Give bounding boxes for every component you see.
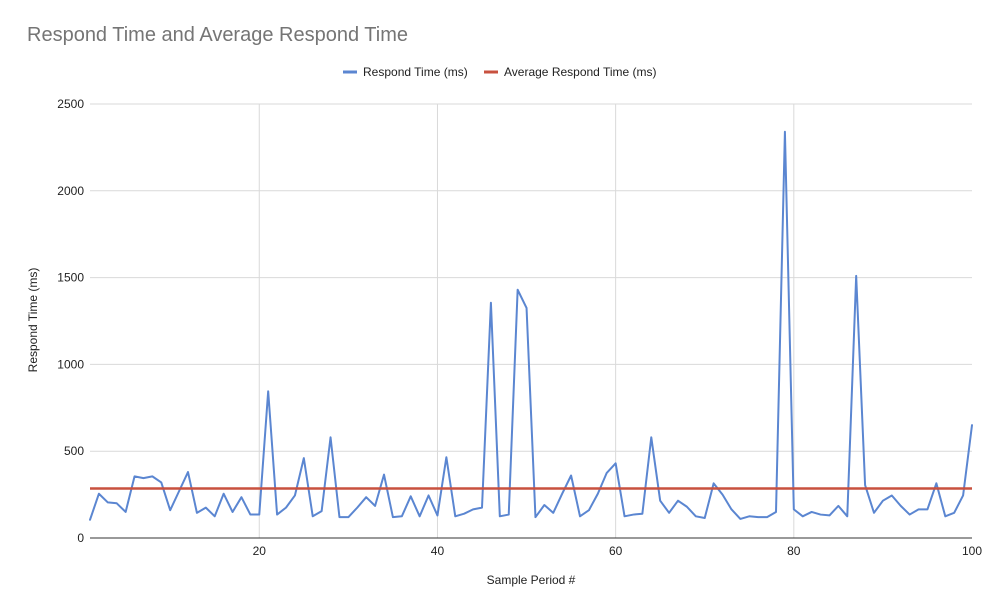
y-tick-label: 1500 [57, 271, 84, 285]
chart-title: Respond Time and Average Respond Time [27, 24, 408, 46]
y-tick-label: 1000 [57, 357, 84, 371]
legend-label-respond-time: Respond Time (ms) [363, 65, 468, 79]
series-layer [89, 130, 973, 521]
x-axis-title: Sample Period # [487, 573, 576, 587]
chart-title-group: Respond Time and Average Respond Time [27, 24, 408, 46]
y-tick-label: 500 [64, 444, 84, 458]
y-axis-title: Respond Time (ms) [26, 268, 40, 373]
y-tick-label: 2000 [57, 184, 84, 198]
legend: Respond Time (ms) Average Respond Time (… [343, 65, 657, 79]
x-tick-labels: 20 40 60 80 100 [253, 544, 983, 558]
legend-label-average-respond-time: Average Respond Time (ms) [504, 65, 657, 79]
x-gridlines [258, 104, 795, 538]
x-tick-label: 80 [787, 544, 801, 558]
y-tick-label: 0 [77, 531, 84, 545]
y-tick-label: 2500 [57, 97, 84, 111]
x-tick-label: 20 [253, 544, 267, 558]
y-gridlines [90, 103, 972, 452]
series-line-respond-time [89, 130, 973, 521]
x-tick-label: 60 [609, 544, 623, 558]
y-tick-labels: 0 500 1000 1500 2000 2500 [57, 97, 84, 545]
x-tick-label: 40 [431, 544, 445, 558]
x-tick-label: 100 [962, 544, 982, 558]
